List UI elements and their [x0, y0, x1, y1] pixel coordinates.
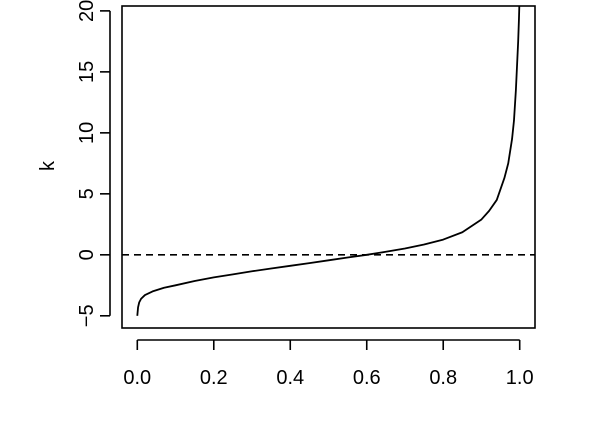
y-tick-label: −5	[76, 304, 98, 327]
x-tick-label: 0.8	[429, 367, 457, 389]
x-tick-label: 0.6	[353, 367, 381, 389]
x-tick-label: 0.2	[200, 367, 228, 389]
y-tick-label: 15	[76, 61, 98, 83]
x-tick-label: 0.0	[123, 367, 151, 389]
x-axis: 0.0 0.2 0.4 0.6 0.8 1.0	[123, 339, 534, 389]
y-axis: −5 0 5 10 15 20	[76, 0, 111, 327]
series-line	[136, 5, 521, 316]
y-axis-title: k	[37, 160, 59, 171]
plot-box	[121, 5, 536, 329]
x-tick-label: 0.4	[276, 367, 304, 389]
x-tick-label: 1.0	[506, 367, 534, 389]
y-tick-label: 10	[76, 122, 98, 144]
y-tick-label: 5	[76, 188, 98, 199]
y-tick-label: 20	[76, 0, 98, 22]
y-tick-label: 0	[76, 249, 98, 260]
